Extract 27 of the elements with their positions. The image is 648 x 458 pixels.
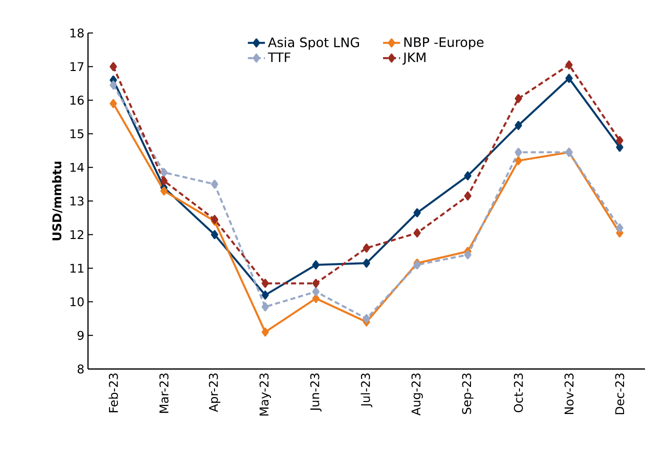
y-axis-title: USD/mmbtu (52, 162, 62, 240)
y-tick-label: 16 (70, 96, 84, 105)
legend-label: JKM (402, 52, 426, 65)
x-tick-label: Nov-23 (564, 373, 574, 414)
legend-label: Asia Spot LNG (268, 37, 359, 50)
y-tick-label: 10 (70, 297, 84, 306)
x-tick-label: Dec-23 (615, 374, 624, 414)
x-tick-label: Jun-23 (310, 374, 322, 412)
y-tick-label: 15 (70, 129, 84, 138)
x-tick-label: Jul-23 (360, 374, 372, 408)
y-tick-label: 18 (70, 28, 84, 38)
x-tick-label: Sep-23 (462, 374, 474, 414)
x-tick-label: Feb-23 (108, 374, 118, 412)
x-tick-label: Oct-23 (514, 374, 523, 412)
x-tick-label: May-23 (260, 373, 271, 416)
x-tick-label: Apr-23 (208, 374, 220, 412)
y-tick-label: 14 (70, 163, 84, 172)
legend-label: TTF (268, 52, 290, 62)
y-tick-label: 12 (70, 230, 84, 240)
x-tick-label: Mar-23 (159, 374, 168, 413)
y-tick-label: 17 (70, 62, 84, 71)
x-tick-label: Aug-23 (411, 374, 423, 416)
y-tick-label: 13 (70, 196, 84, 206)
y-tick-label: 9 (78, 330, 84, 340)
y-tick-label: 11 (70, 264, 84, 273)
y-tick-label: 8 (78, 364, 84, 374)
legend-label: NBP -Europe (404, 37, 484, 50)
